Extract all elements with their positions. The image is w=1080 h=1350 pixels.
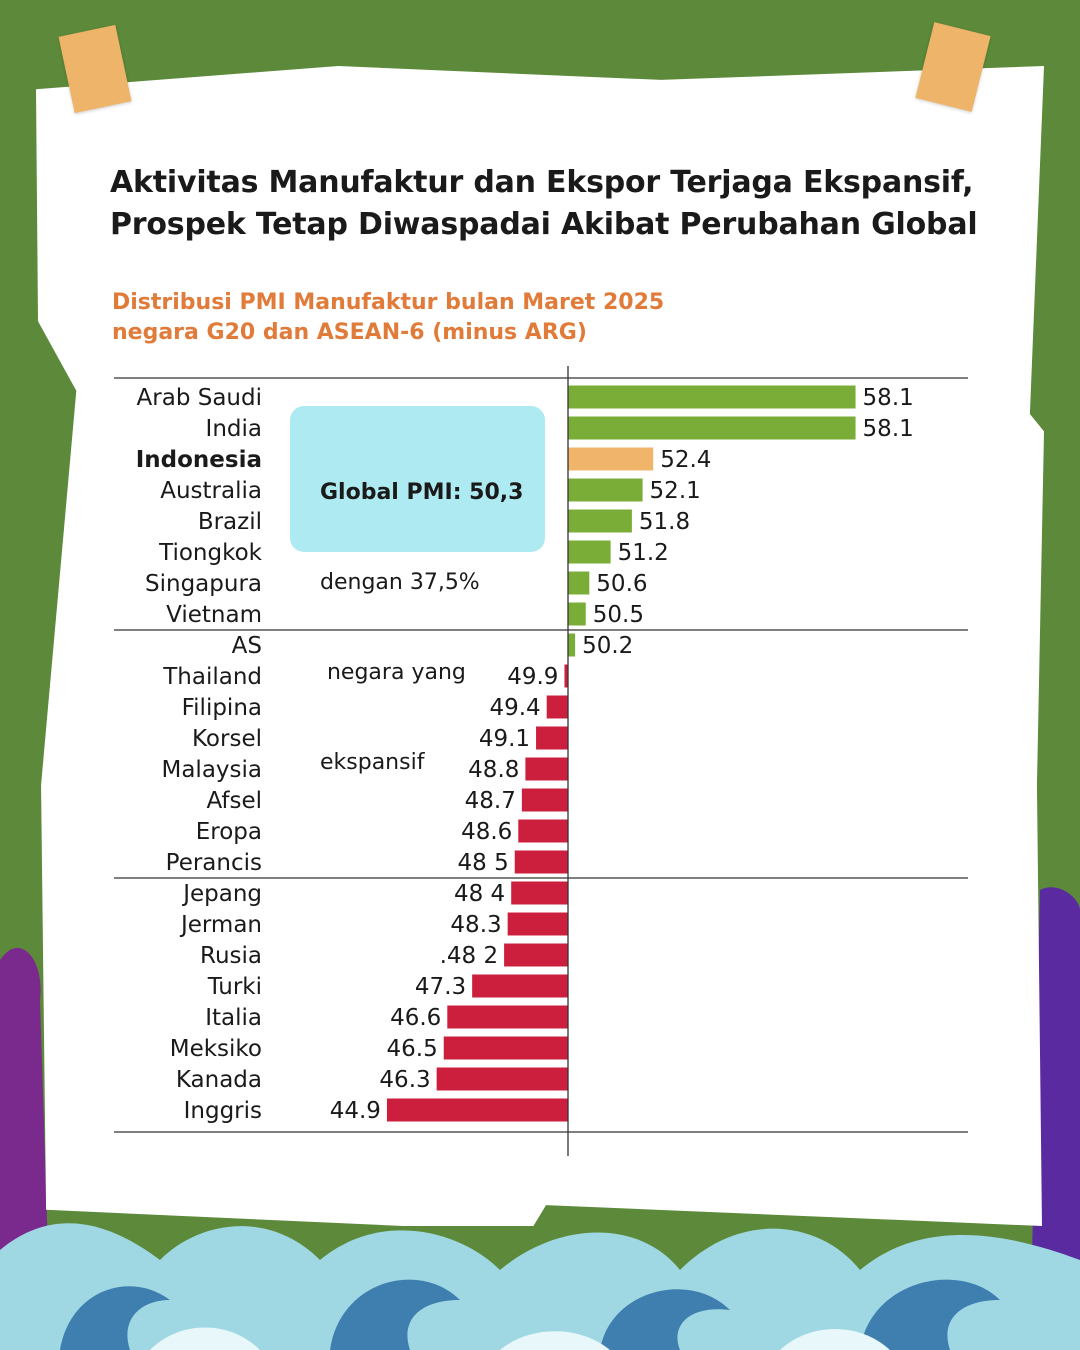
value-label: 51.2 (618, 540, 669, 566)
value-label: 50.6 (596, 571, 647, 597)
callout-line-2: negara yang (320, 660, 466, 685)
value-label: .48 2 (440, 943, 499, 969)
bar-brazil (568, 509, 632, 533)
bar-tiongkok (568, 540, 611, 564)
bar-india (568, 416, 856, 440)
title-line-1: Aktivitas Manufaktur dan Ekspor Terjaga … (110, 165, 974, 200)
category-label: Turki (207, 974, 262, 1000)
bar-singapura (568, 571, 590, 595)
wave-foam (150, 1327, 890, 1350)
value-label: 50.5 (593, 602, 644, 628)
callout-headline: Global PMI: 50,3 (320, 480, 524, 505)
category-label: Filipina (182, 695, 262, 721)
value-label: 47.3 (415, 974, 466, 1000)
value-label: 46.6 (390, 1005, 441, 1031)
bar-inggris (386, 1098, 568, 1122)
value-label: 49.9 (507, 664, 558, 690)
wave-crest-4 (860, 1279, 1000, 1350)
value-label: 48 5 (458, 850, 509, 876)
bar-afsel (521, 788, 568, 812)
wave-crest-2 (330, 1279, 460, 1350)
chart-subtitle: Distribusi PMI Manufaktur bulan Maret 20… (112, 288, 812, 348)
value-label: 48.8 (468, 757, 519, 783)
value-label: 48.7 (465, 788, 516, 814)
bar-italia (447, 1005, 568, 1029)
bar-vietnam (568, 602, 586, 626)
wave-band (0, 1223, 1080, 1350)
title-line-2: Prospek Tetap Diwaspadai Akibat Perubaha… (110, 207, 978, 242)
value-label: 49.1 (479, 726, 530, 752)
value-label: 49.4 (489, 695, 540, 721)
bar-perancis (514, 850, 568, 874)
value-label: 51.8 (639, 509, 690, 535)
category-label: Rusia (200, 943, 262, 969)
bar-meksiko (443, 1036, 568, 1060)
bar-filipina (546, 695, 568, 719)
bar-as (568, 633, 576, 657)
purple-brush-right (1030, 887, 1080, 1350)
paper-sheet (36, 66, 1044, 1226)
category-label: Eropa (196, 819, 262, 845)
value-label: 48 4 (454, 881, 505, 907)
subtitle-line-1: Distribusi PMI Manufaktur bulan Maret 20… (112, 290, 665, 315)
bar-malaysia (525, 757, 568, 781)
bar-jerman (507, 912, 568, 936)
value-label: 48.3 (450, 912, 501, 938)
global-pmi-callout: Global PMI: 50,3 dengan 37,5% negara yan… (290, 406, 545, 775)
value-label: 58.1 (863, 385, 914, 411)
value-label: 46.5 (387, 1036, 438, 1062)
value-label: 52.4 (660, 447, 711, 473)
bar-thailand (564, 664, 568, 688)
value-label: 58.1 (863, 416, 914, 442)
callout-line-1: dengan 37,5% (320, 570, 480, 595)
category-label: Indonesia (136, 447, 262, 473)
category-label: Australia (160, 478, 262, 504)
bar-rusia (504, 943, 568, 967)
bar-kanada (436, 1067, 568, 1091)
bar-australia (568, 478, 643, 502)
category-label: AS (232, 633, 262, 659)
bar-arab-saudi (568, 385, 856, 409)
value-label: 50.2 (582, 633, 633, 659)
category-label: Jerman (179, 912, 262, 938)
category-label: Jepang (181, 881, 262, 907)
value-label: 46.3 (379, 1067, 430, 1093)
category-label: Inggris (184, 1098, 262, 1124)
category-label: Meksiko (170, 1036, 262, 1062)
value-label: 44.9 (330, 1098, 381, 1124)
value-label: 52.1 (650, 478, 701, 504)
category-label: Thailand (162, 664, 262, 690)
category-label: Korsel (192, 726, 262, 752)
category-label: Perancis (166, 850, 262, 876)
bar-indonesia (568, 447, 654, 471)
category-label: Italia (205, 1005, 262, 1031)
category-label: Afsel (206, 788, 262, 814)
category-label: Brazil (198, 509, 262, 535)
category-label: Singapura (145, 571, 262, 597)
bar-korsel (536, 726, 568, 750)
category-label: Kanada (176, 1067, 262, 1093)
chart-title: Aktivitas Manufaktur dan Ekspor Terjaga … (110, 162, 1010, 246)
wave-crest-1 (60, 1286, 170, 1350)
wave-crest-3 (600, 1289, 730, 1350)
callout-line-3: ekspansif (320, 750, 425, 775)
category-label: Tiongkok (158, 540, 263, 566)
value-label: 48.6 (461, 819, 512, 845)
subtitle-line-2: negara G20 dan ASEAN-6 (minus ARG) (112, 320, 587, 345)
category-label: Arab Saudi (137, 385, 262, 411)
purple-brush-left (0, 947, 48, 1260)
bar-eropa (518, 819, 568, 843)
category-label: Vietnam (166, 602, 262, 628)
bar-turki (472, 974, 568, 998)
category-label: India (206, 416, 262, 442)
category-label: Malaysia (161, 757, 262, 783)
bar-jepang (511, 881, 568, 905)
